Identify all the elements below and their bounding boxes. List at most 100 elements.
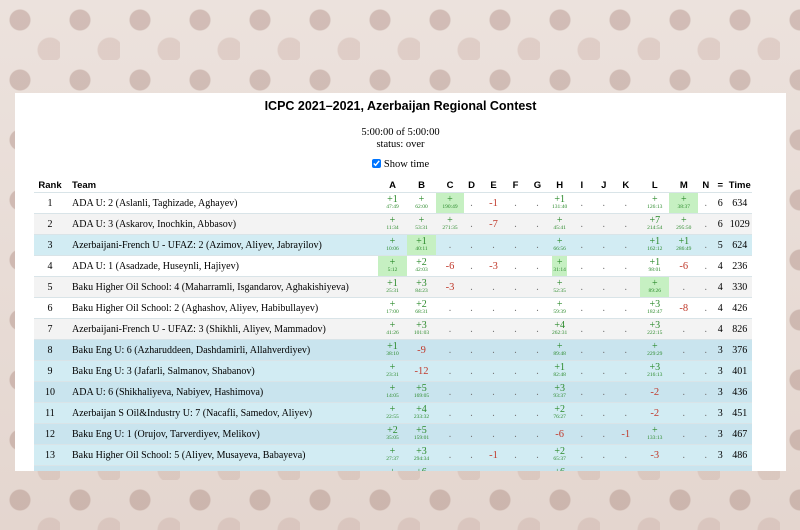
result-cell-n: . [698, 213, 714, 235]
result-value: . [624, 197, 628, 209]
header-problem-j[interactable]: J [601, 179, 607, 191]
result-cell-n: . [698, 339, 714, 361]
result-cell-a: +1 47:49 [378, 192, 407, 214]
result-cell-i: . [567, 402, 597, 424]
header-problem-k[interactable]: K [622, 179, 630, 191]
result-value: . [624, 407, 628, 419]
result-value: . [536, 281, 539, 293]
header-problem-a[interactable]: A [389, 179, 396, 191]
rank-cell: 12 [34, 423, 66, 445]
result-value: . [492, 323, 495, 335]
header-problem-e[interactable]: E [490, 179, 497, 191]
header-team[interactable]: Team [72, 179, 97, 191]
rank-cell: 2 [34, 213, 66, 235]
header-problem-m[interactable]: M [679, 179, 688, 191]
result-value: -1 [621, 428, 631, 440]
result-cell-l: +133:13 [640, 423, 670, 445]
result-cell-a: +36:00 [378, 465, 407, 471]
header-problem-b[interactable]: B [418, 179, 425, 191]
solved-count: 3 [713, 444, 728, 466]
team-name[interactable]: Azerbaijani-French U - UFAZ: 3 (Shikhli,… [66, 318, 378, 340]
result-cell-j: . [596, 444, 612, 466]
standings-table: Rank Team A B C D E F G H I J K L M N = Time 1 ADA U: 2 (A… [34, 178, 753, 471]
team-name[interactable]: ADA U: 1 (Asadzade, Huseynli, Hajiyev) [66, 255, 378, 277]
header-problem-n[interactable]: N [702, 179, 710, 191]
header-problem-c[interactable]: C [446, 179, 454, 191]
header-problem-g[interactable]: G [533, 179, 542, 191]
header-problem-f[interactable]: F [512, 179, 519, 191]
result-value: . [514, 323, 517, 335]
result-value: + [556, 299, 563, 310]
result-value: . [492, 428, 495, 440]
result-value: . [492, 239, 495, 251]
result-time: 65:37 [553, 456, 566, 462]
result-value: . [624, 302, 628, 314]
result-value: . [682, 344, 686, 356]
result-cell-j: . [596, 297, 612, 319]
rank-cell: 5 [34, 276, 66, 298]
result-value: + [418, 215, 425, 226]
header-problem-i[interactable]: I [580, 179, 584, 191]
result-value: +2 [554, 446, 565, 457]
team-name[interactable]: Baku Eng U: 3 (Jafarli, Salmanov, Shaban… [66, 360, 378, 382]
result-cell-m: . [669, 360, 699, 382]
contest-status: status: over [376, 139, 425, 150]
result-value: + [418, 194, 425, 205]
team-name[interactable]: Baku Higher Oil School: 2 (Aghashov, Ali… [66, 297, 378, 319]
result-value: . [704, 302, 708, 314]
result-value: -1 [489, 449, 498, 461]
team-name[interactable]: Azerbaijani-French U - UFAZ: 1 (Majidzad… [66, 465, 378, 471]
result-time: 89:26 [648, 288, 662, 294]
result-value: . [580, 281, 584, 293]
header-problem-h[interactable]: H [556, 179, 564, 191]
result-time: 271:35 [442, 225, 458, 231]
result-value: -8 [679, 302, 689, 314]
result-cell-e: . [479, 318, 508, 340]
rank-cell: 13 [34, 444, 66, 466]
result-cell-b: -9 [407, 339, 436, 361]
result-value: . [580, 323, 584, 335]
header-problem-l[interactable]: L [651, 179, 658, 191]
team-name[interactable]: ADA U: 3 (Askarov, Inochkin, Abbasov) [66, 213, 378, 235]
show-time-toggle[interactable]: Show time [15, 157, 786, 173]
result-value: + [447, 194, 453, 205]
result-value: . [704, 260, 708, 272]
header-problem-d[interactable]: D [468, 179, 475, 191]
table-row: 10 ADA U: 6 (Shikhaliyeva, Nabiyev, Hashi… [34, 381, 753, 403]
result-value: . [470, 386, 473, 398]
result-value: . [536, 197, 539, 209]
team-name[interactable]: Baku Higher Oil School: 4 (Maharramli, I… [66, 276, 378, 298]
result-cell-k: . [611, 360, 641, 382]
result-time: 66:56 [553, 246, 566, 252]
result-value: . [536, 218, 539, 230]
header-solved[interactable]: = [717, 179, 724, 191]
result-cell-m: . [669, 381, 699, 403]
result-value: . [704, 386, 708, 398]
team-name[interactable]: Baku Higher Oil School: 5 (Aliyev, Musay… [66, 444, 378, 466]
result-value: . [602, 344, 606, 356]
result-value: +1 [649, 236, 661, 247]
result-cell-a: +5:12 [378, 255, 407, 277]
show-time-checkbox[interactable] [371, 159, 381, 168]
team-name[interactable]: ADA U: 6 (Shikhaliyeva, Nabiyev, Hashimo… [66, 381, 378, 403]
result-value: . [470, 428, 473, 440]
result-cell-e: -1 [479, 192, 508, 214]
penalty-time: 1029 [727, 213, 753, 235]
result-time: 294:34 [413, 456, 430, 462]
team-name[interactable]: Baku Eng U: 1 (Orujov, Tarverdiyev, Meli… [66, 423, 378, 445]
header-rank[interactable]: Rank [38, 179, 62, 191]
header-time[interactable]: Time [728, 179, 751, 191]
team-name[interactable]: ADA U: 2 (Aslanli, Taghizade, Aghayev) [66, 192, 378, 214]
table-row: 12 Baku Eng U: 1 (Orujov, Tarverdiyev, Me… [34, 423, 753, 445]
team-name[interactable]: Baku Eng U: 6 (Azharuddeen, Dashdamirli,… [66, 339, 378, 361]
result-cell-g: . [523, 297, 552, 319]
team-name[interactable]: Azerbaijan S Oil&Industry U: 7 (Nacafli,… [66, 402, 378, 424]
result-value: + [651, 278, 658, 289]
result-cell-f: . [508, 192, 523, 214]
result-value: . [624, 344, 628, 356]
result-cell-e: . [479, 297, 508, 319]
result-cell-n: . [698, 381, 714, 403]
team-name[interactable]: Azerbaijani-French U - UFAZ: 2 (Azimov, … [66, 234, 378, 256]
result-cell-g: . [523, 423, 552, 445]
result-value: . [682, 365, 686, 377]
